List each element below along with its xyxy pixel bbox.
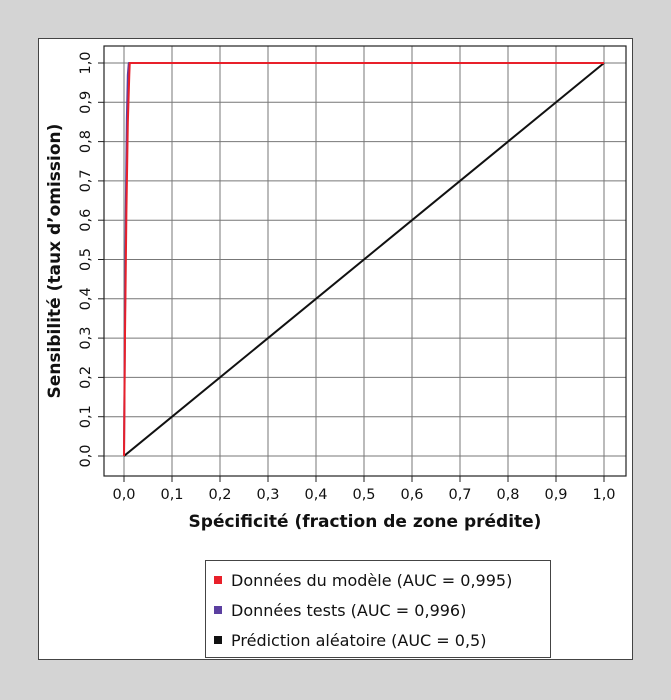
- y-tick-label: 0,4: [78, 287, 94, 310]
- x-tick-label: 0,9: [544, 487, 567, 503]
- legend-swatch-model: [214, 576, 222, 584]
- series-line-model: [123, 62, 604, 457]
- x-tick-label: 0,4: [304, 487, 327, 503]
- y-axis-label: Sensibilité (taux d’omission): [45, 124, 65, 399]
- y-tick-label: 0,8: [78, 130, 94, 153]
- y-tick-label: 0,0: [78, 444, 94, 467]
- legend: Données du modèle (AUC = 0,995) Données …: [205, 560, 551, 658]
- x-tick-label: 0,0: [112, 487, 135, 503]
- y-tick-label: 0,9: [78, 91, 94, 114]
- y-tick-label: 0,2: [78, 366, 94, 389]
- legend-label-tests: Données tests (AUC = 0,996): [231, 600, 467, 620]
- y-tick-label: 1,0: [78, 51, 94, 74]
- series-lines: [123, 62, 605, 457]
- x-tick-label: 0,7: [448, 487, 471, 503]
- roc-chart: 0,0 0,1 0,2 0,3 0,4 0,5 0,6 0,7 0,8 0,9 1,0 0,0 0,1 0…: [45, 45, 627, 532]
- series-line-random: [123, 62, 605, 457]
- legend-label-model: Données du modèle (AUC = 0,995): [231, 570, 513, 590]
- x-tick-label: 0,1: [160, 487, 183, 503]
- x-tick-label: 0,8: [496, 487, 519, 503]
- x-tick-label: 1,0: [592, 487, 615, 503]
- legend-label-random: Prédiction aléatoire (AUC = 0,5): [231, 630, 487, 650]
- x-axis-label: Spécificité (fraction de zone prédite): [189, 512, 542, 532]
- y-tick-label: 0,5: [78, 248, 94, 271]
- x-tick-label: 0,5: [352, 487, 375, 503]
- x-tick-label: 0,3: [256, 487, 279, 503]
- plot-area-frame: [103, 45, 627, 477]
- y-tick-label: 0,1: [78, 405, 94, 428]
- ticks: 0,0 0,1 0,2 0,3 0,4 0,5 0,6 0,7 0,8 0,9 1,0 0,0 0,1 0…: [78, 51, 616, 503]
- y-tick-label: 0,6: [78, 209, 94, 232]
- x-tick-label: 0,2: [208, 487, 231, 503]
- grid: [104, 46, 626, 476]
- x-tick-label: 0,6: [400, 487, 423, 503]
- legend-swatch-random: [214, 636, 222, 644]
- y-tick-label: 0,7: [78, 169, 94, 192]
- legend-swatch-tests: [214, 606, 222, 614]
- legend-item-tests: Données tests (AUC = 0,996): [206, 595, 550, 625]
- legend-item-model: Données du modèle (AUC = 0,995): [206, 565, 550, 595]
- y-tick-label: 0,3: [78, 327, 94, 350]
- legend-item-random: Prédiction aléatoire (AUC = 0,5): [206, 625, 550, 655]
